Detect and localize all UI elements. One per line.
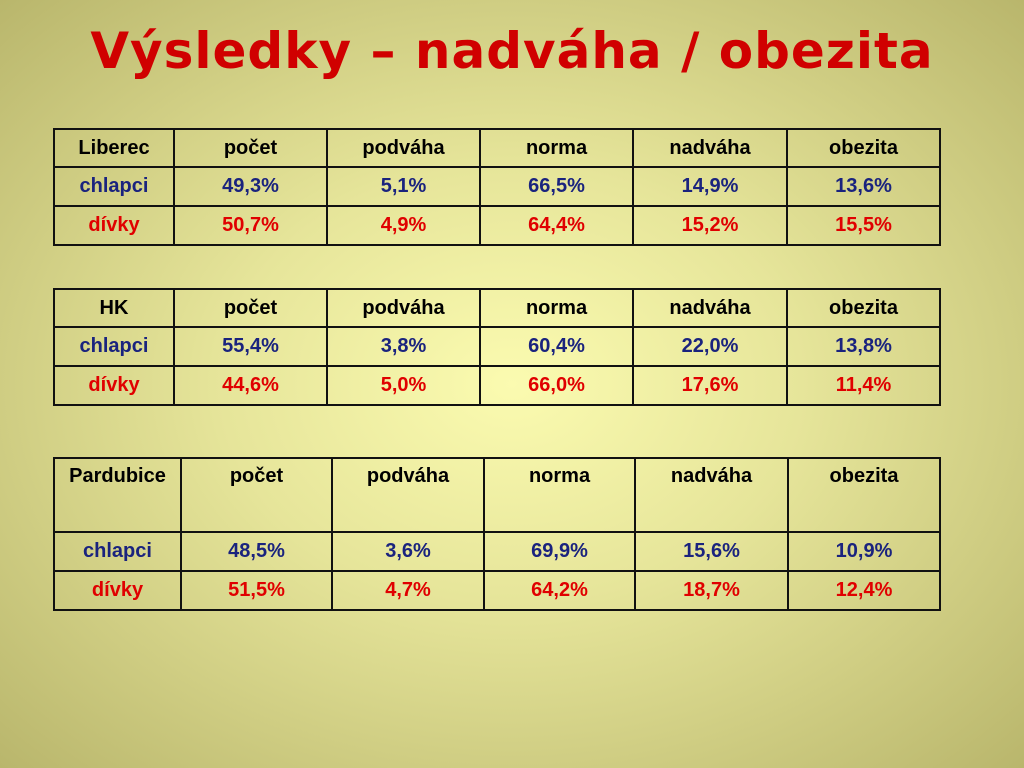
table-cell: 64,4% [479,205,634,246]
table-cell: 4,7% [331,570,485,611]
data-row: dívky 50,7% 4,9% 64,4% 15,2% 15,5% [53,205,941,246]
table-cell: 5,0% [326,365,481,406]
data-row: chlapci 49,3% 5,1% 66,5% 14,9% 13,6% [53,166,941,207]
table-cell: 50,7% [173,205,328,246]
table-cell: 51,5% [180,570,333,611]
table-cell: 60,4% [479,326,634,367]
table-cell: 55,4% [173,326,328,367]
table-cell: počet [173,288,328,328]
table-cell: obezita [787,457,941,533]
table-cell: 48,5% [180,531,333,572]
header-row: Liberec počet podváha norma nadváha obezita [53,128,941,168]
table-cell: obezita [786,288,941,328]
table-cell: HK [53,288,175,328]
header-row: HK počet podváha norma nadváha obezita [53,288,941,328]
table-cell: 12,4% [787,570,941,611]
table-cell: počet [180,457,333,533]
table-cell: počet [173,128,328,168]
table-cell: 11,4% [786,365,941,406]
table-cell: 17,6% [632,365,788,406]
table-cell: 14,9% [632,166,788,207]
table-cell: 69,9% [483,531,636,572]
table-cell: Liberec [53,128,175,168]
table-cell: chlapci [53,326,175,367]
table-cell: dívky [53,570,182,611]
table-cell: 3,6% [331,531,485,572]
table-cell: 18,7% [634,570,789,611]
results-table: Pardubice počet podváha norma nadváha obezita… [53,457,941,611]
table-cell: Pardubice [53,457,182,533]
table-cell: 15,5% [786,205,941,246]
table-cell: obezita [786,128,941,168]
results-table: Liberec počet podváha norma nadváha obezita ch… [53,128,941,246]
table-cell: 15,6% [634,531,789,572]
results-table: HK počet podváha norma nadváha obezita chlapci… [53,288,941,406]
table-cell: chlapci [53,166,175,207]
data-row: dívky 44,6% 5,0% 66,0% 17,6% 11,4% [53,365,941,406]
table-cell: 15,2% [632,205,788,246]
data-row: chlapci 55,4% 3,8% 60,4% 22,0% 13,8% [53,326,941,367]
table-cell: nadváha [632,288,788,328]
header-row: Pardubice počet podváha norma nadváha obezita [53,457,941,533]
table-cell: 44,6% [173,365,328,406]
table-cell: 13,6% [786,166,941,207]
table-cell: dívky [53,205,175,246]
table-cell: nadváha [634,457,789,533]
slide-title: Výsledky – nadváha / obezita [90,22,934,80]
table-cell: 22,0% [632,326,788,367]
table-cell: nadváha [632,128,788,168]
table-cell: chlapci [53,531,182,572]
table-cell: 64,2% [483,570,636,611]
table-cell: 66,5% [479,166,634,207]
table-cell: 4,9% [326,205,481,246]
table-cell: podváha [331,457,485,533]
table-cell: norma [479,128,634,168]
data-row: chlapci 48,5% 3,6% 69,9% 15,6% 10,9% [53,531,941,572]
table-cell: podváha [326,128,481,168]
table-cell: 49,3% [173,166,328,207]
table-cell: norma [483,457,636,533]
table-cell: podváha [326,288,481,328]
table-cell: norma [479,288,634,328]
data-row: dívky 51,5% 4,7% 64,2% 18,7% 12,4% [53,570,941,611]
table-cell: 66,0% [479,365,634,406]
table-cell: 5,1% [326,166,481,207]
table-cell: 13,8% [786,326,941,367]
table-cell: dívky [53,365,175,406]
table-cell: 10,9% [787,531,941,572]
table-cell: 3,8% [326,326,481,367]
